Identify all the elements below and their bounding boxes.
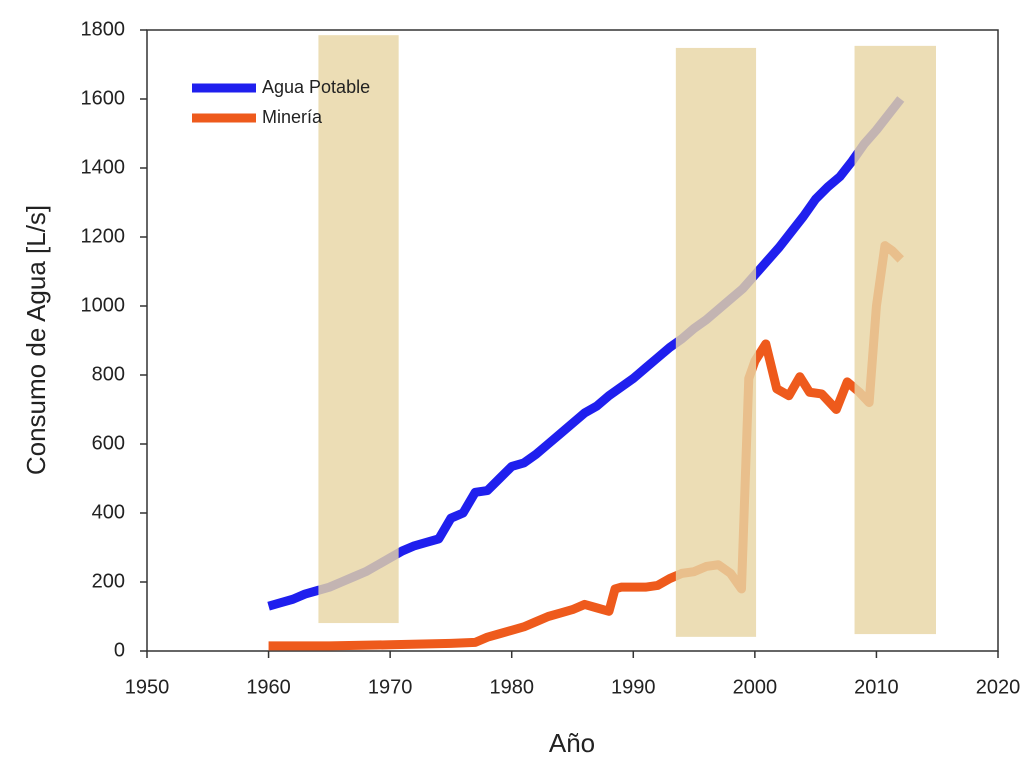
y-tick-label: 800 <box>92 363 125 385</box>
y-tick-label: 200 <box>92 570 125 592</box>
y-tick-label: 1200 <box>81 225 126 247</box>
highlight-span <box>854 45 936 635</box>
x-tick-label: 1950 <box>125 676 170 698</box>
y-tick-label: 600 <box>92 432 125 454</box>
legend-label: Minería <box>262 107 323 127</box>
x-tick-label: 1970 <box>368 676 413 698</box>
highlight-span <box>318 35 399 624</box>
x-tick-label: 2010 <box>854 676 899 698</box>
highlight-span <box>675 47 757 637</box>
y-tick-label: 1400 <box>81 156 126 178</box>
x-tick-label: 2000 <box>733 676 778 698</box>
y-tick-label: 400 <box>92 501 125 523</box>
x-tick-label: 1960 <box>246 676 291 698</box>
y-tick-label: 0 <box>114 639 125 661</box>
plot-frame <box>146 29 999 652</box>
y-tick-label: 1600 <box>81 87 126 109</box>
y-axis-title: Consumo de Agua [L/s] <box>21 205 51 475</box>
x-tick-label: 1980 <box>489 676 534 698</box>
x-tick-label: 1990 <box>611 676 656 698</box>
y-tick-label: 1000 <box>81 294 126 316</box>
y-tick-label: 1800 <box>81 18 126 40</box>
legend-label: Agua Potable <box>262 77 370 97</box>
data-line <box>268 241 904 651</box>
x-axis-title: Año <box>549 728 595 758</box>
x-tick-label: 2020 <box>976 676 1021 698</box>
